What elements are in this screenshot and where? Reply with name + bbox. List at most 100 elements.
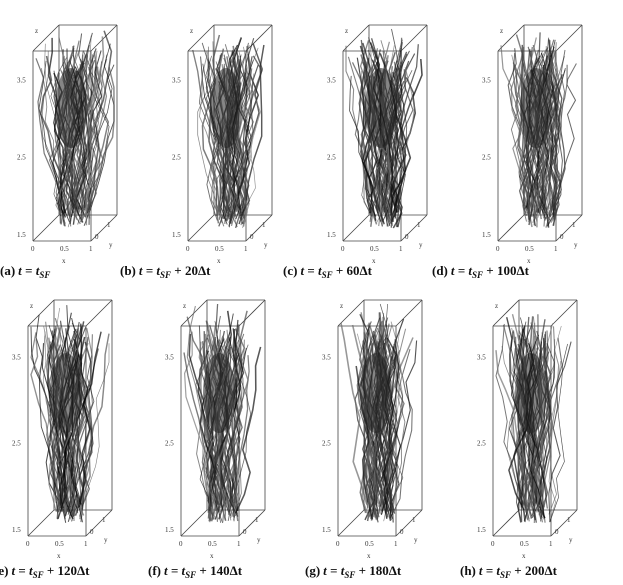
x-tick-label: 0 <box>491 540 495 548</box>
box-edge <box>498 215 524 241</box>
panel-caption: (c)t = tSF + 60Δt <box>283 263 373 280</box>
z-tick-label: 1.5 <box>165 526 174 534</box>
x-tick-label: 0 <box>186 245 190 253</box>
z-tick-label: 3.5 <box>322 353 331 361</box>
x-tick-label: 0.5 <box>365 540 374 548</box>
x-tick-label: 1 <box>394 540 398 548</box>
caption-offset: + 120Δt <box>44 563 91 578</box>
box-edge <box>396 300 422 326</box>
caption-sub: SF <box>322 270 333 280</box>
panel-caption: (d)t = tSF + 100Δt <box>432 263 530 280</box>
y-tick-label: 1 <box>107 221 111 229</box>
caption-sub: SF <box>185 570 196 580</box>
x-axis-label: x <box>372 257 376 265</box>
caption-offset: + 200Δt <box>511 563 558 578</box>
caption-tag: (d) <box>432 263 448 278</box>
caption-tag: (g) <box>305 563 320 578</box>
x-tick-label: 0.5 <box>520 540 529 548</box>
y-axis-label: y <box>419 241 423 249</box>
x-axis-label: x <box>367 552 371 560</box>
x-tick-label: 1 <box>84 540 88 548</box>
caption-var: t = t <box>451 263 473 278</box>
panel-caption: (h)t = tSF + 200Δt <box>460 563 558 580</box>
y-tick-label: 0 <box>560 233 564 241</box>
y-axis-label: y <box>109 241 113 249</box>
box-edge <box>338 510 364 536</box>
panel-caption: (a)t = tSF <box>0 263 50 280</box>
z-tick-label: 1.5 <box>12 526 21 534</box>
z-tick-label: 2.5 <box>17 154 26 162</box>
x-tick-label: 0 <box>179 540 183 548</box>
box-edge <box>551 300 577 326</box>
caption-offset: + 140Δt <box>196 563 243 578</box>
caption-var: t = t <box>164 563 186 578</box>
x-axis-label: x <box>57 552 61 560</box>
y-tick-label: 1 <box>255 516 259 524</box>
x-axis-label: x <box>62 257 66 265</box>
box-edge <box>556 25 582 51</box>
caption-offset: + 60Δt <box>333 263 373 278</box>
vortex-core <box>520 68 552 148</box>
z-tick-label: 2.5 <box>322 440 331 448</box>
x-tick-label: 0 <box>31 245 35 253</box>
caption-var: t = t <box>11 563 33 578</box>
caption-offset: + 20Δt <box>171 263 211 278</box>
y-tick-label: 0 <box>405 233 409 241</box>
caption-var: t = t <box>139 263 161 278</box>
x-tick-label: 0 <box>26 540 30 548</box>
x-tick-label: 0 <box>496 245 500 253</box>
caption-tag: (c) <box>283 263 297 278</box>
caption-tag: (a) <box>0 263 15 278</box>
y-tick-label: 1 <box>572 221 576 229</box>
x-tick-label: 0.5 <box>60 245 69 253</box>
box-edge <box>188 215 214 241</box>
z-axis-label: z <box>30 302 33 310</box>
caption-sub: SF <box>160 270 171 280</box>
z-tick-label: 2.5 <box>165 440 174 448</box>
z-tick-label: 1.5 <box>322 526 331 534</box>
box-edge <box>239 300 265 326</box>
box-edge <box>401 25 427 51</box>
figure: z1.52.53.500.51x01y(a)t = tSFz1.52.53.50… <box>0 0 623 585</box>
x-axis-label: x <box>210 552 214 560</box>
z-tick-label: 3.5 <box>165 353 174 361</box>
x-axis-label: x <box>522 552 526 560</box>
vortex-core <box>203 353 235 433</box>
box-edge <box>33 215 59 241</box>
caption-offset: + 180Δt <box>355 563 402 578</box>
z-axis-label: z <box>495 302 498 310</box>
x-tick-label: 0.5 <box>208 540 217 548</box>
caption-sub: SF <box>33 570 44 580</box>
y-axis-label: y <box>257 536 261 544</box>
x-tick-label: 0 <box>341 245 345 253</box>
vortex-core <box>50 353 82 433</box>
x-tick-label: 0.5 <box>525 245 534 253</box>
box-edge <box>28 510 54 536</box>
z-tick-label: 3.5 <box>482 76 491 84</box>
caption-sub: SF <box>472 270 483 280</box>
panel-caption: (g)t = tSF + 180Δt <box>305 563 402 580</box>
caption-tag: (f) <box>148 563 161 578</box>
z-tick-label: 2.5 <box>482 154 491 162</box>
caption-var: t = t <box>323 563 345 578</box>
z-tick-label: 3.5 <box>17 76 26 84</box>
x-tick-label: 1 <box>554 245 558 253</box>
x-axis-label: x <box>217 257 221 265</box>
vortex-core <box>55 68 87 148</box>
caption-sub: SF <box>500 570 511 580</box>
box-edge <box>493 510 519 536</box>
z-tick-label: 2.5 <box>327 154 336 162</box>
x-tick-label: 0 <box>336 540 340 548</box>
z-axis-label: z <box>340 302 343 310</box>
panel-caption: (b)t = tSF + 20Δt <box>120 263 211 280</box>
caption-sub: SF <box>39 270 50 280</box>
panel: z1.52.53.500.51x01y(d)t = tSF + 100Δt <box>432 25 582 280</box>
y-tick-label: 1 <box>412 516 416 524</box>
x-tick-label: 1 <box>89 245 93 253</box>
box-edge <box>246 25 272 51</box>
y-tick-label: 1 <box>102 516 106 524</box>
caption-offset: + 100Δt <box>483 263 530 278</box>
